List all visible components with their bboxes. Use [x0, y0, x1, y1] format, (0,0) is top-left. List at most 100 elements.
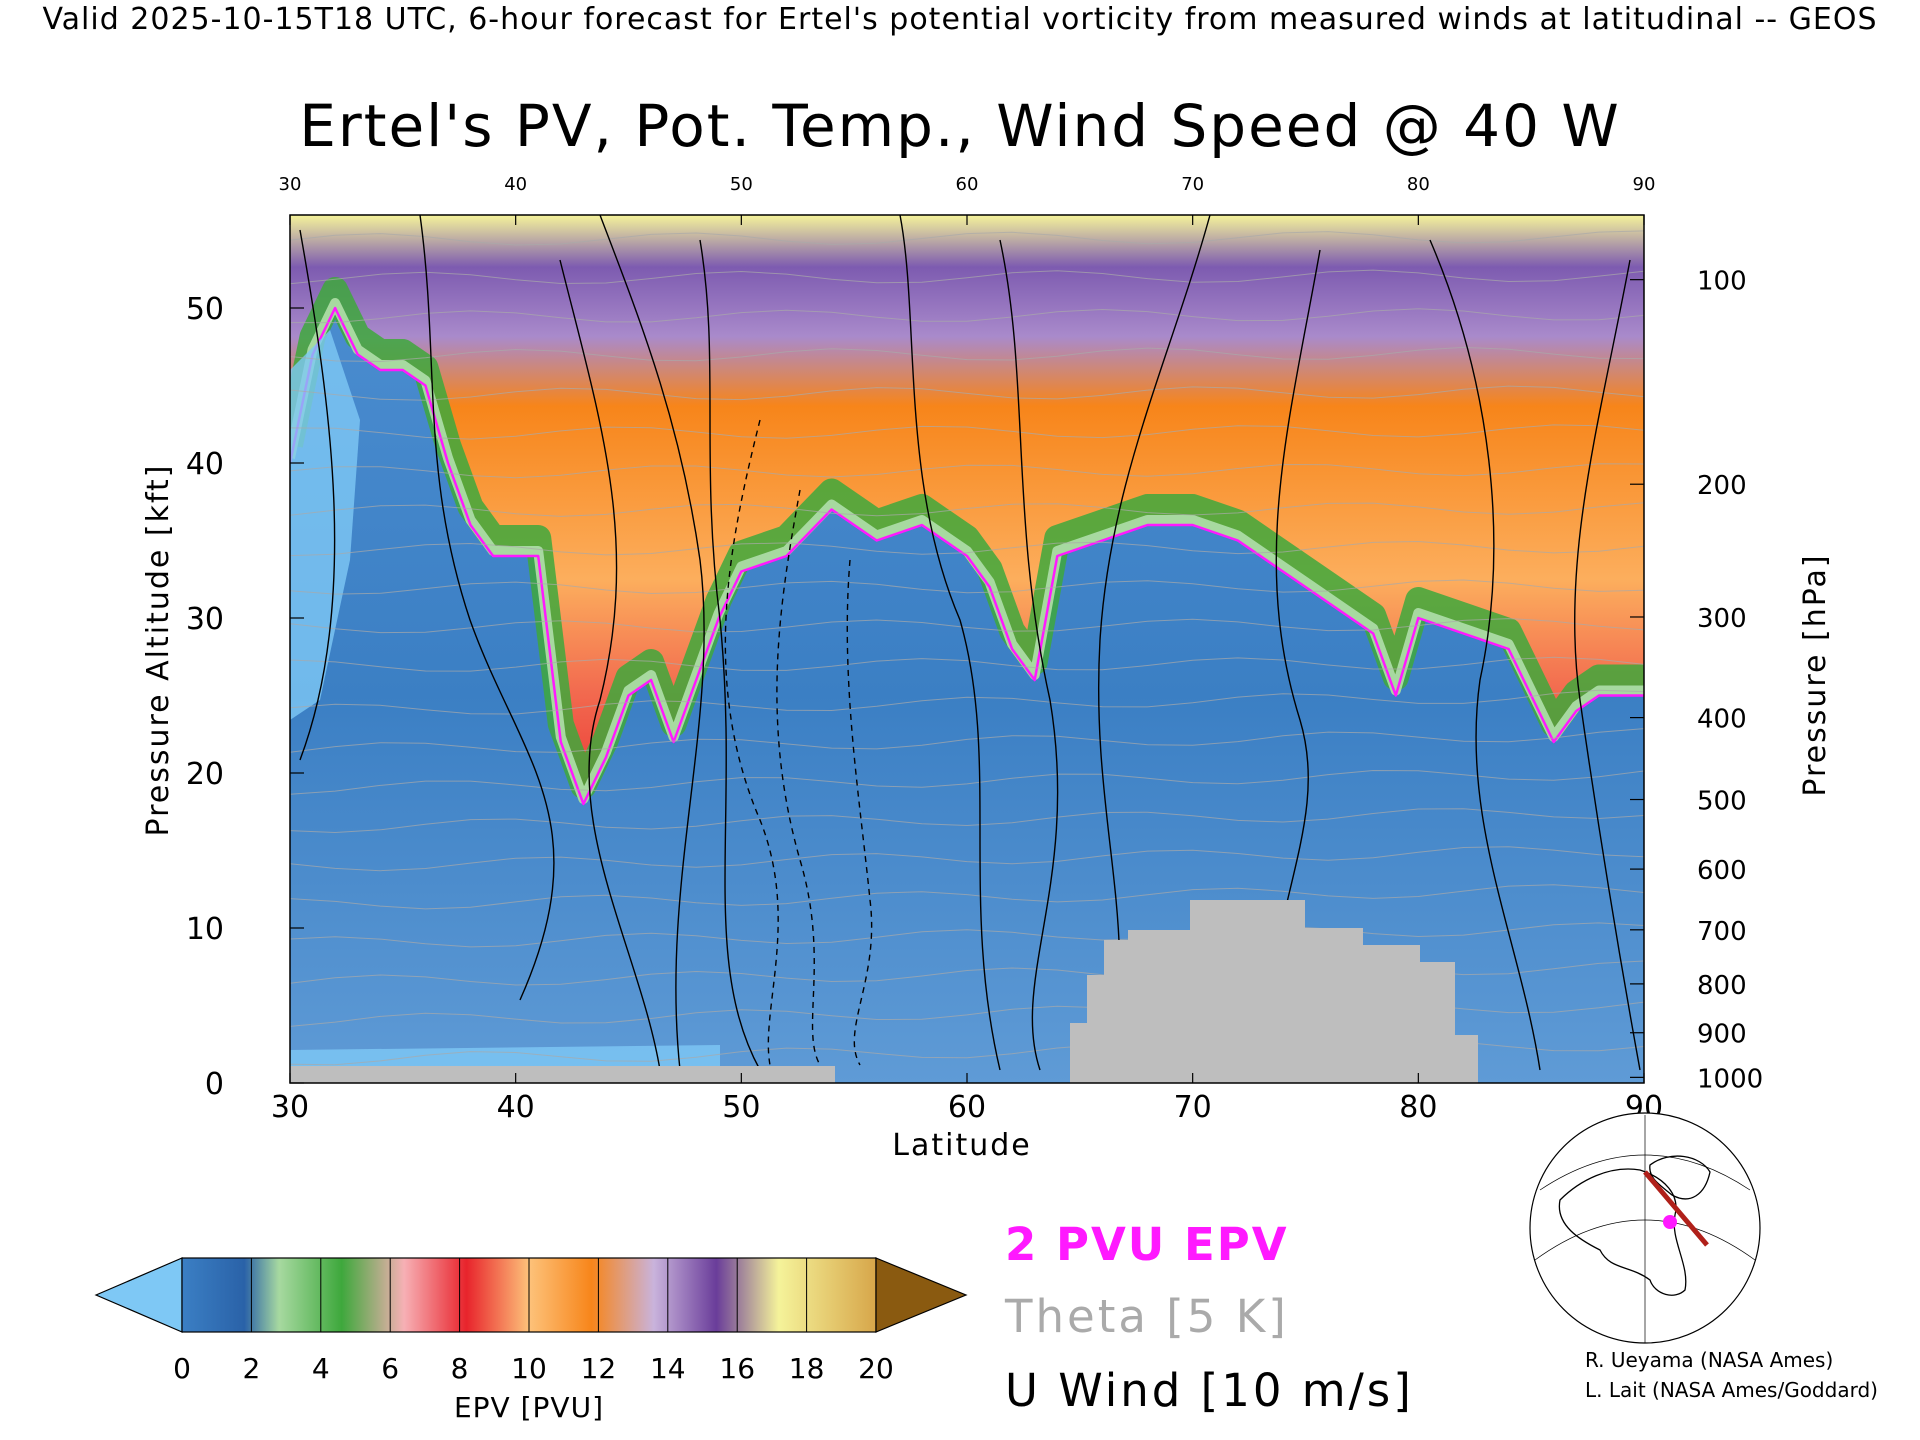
wind-contour-11	[1573, 259, 1641, 1071]
y-tick-label-right: 200	[1697, 471, 1747, 501]
colorbar-tick-label: 18	[789, 1352, 825, 1385]
colorbar-tick-label: 6	[381, 1352, 399, 1385]
wind-contour-1	[299, 229, 336, 761]
x-tick-label-bottom: 80	[1399, 1090, 1437, 1125]
x-tick-label-bottom: 60	[948, 1090, 986, 1125]
y-axis-right: 1000 900 800 700 600 500 400 300 200 100	[1630, 267, 1763, 1094]
y-tick-label-right: 300	[1697, 604, 1747, 634]
colorbar-under-arrow	[94, 1257, 183, 1333]
x-tick-label-top: 70	[1181, 174, 1204, 195]
colorbar-tick-label: 8	[451, 1352, 469, 1385]
pv-colorbar: 0 2 4 6 8 10 12 14 16 18 20 EPV [PVU]	[94, 1257, 968, 1424]
theta-line	[290, 846, 1644, 872]
colorbar-tick-label: 14	[650, 1352, 686, 1385]
y-tick-label-right: 500	[1697, 787, 1747, 817]
wind-contour-dashed-1	[724, 419, 779, 1066]
theta-line	[290, 230, 1644, 246]
inset-map-continent	[1558, 1168, 1687, 1296]
chart-title: Ertel's PV, Pot. Temp., Wind Speed @ 40 …	[299, 92, 1621, 160]
y-tick-label-left: 30	[186, 602, 224, 637]
pv-lightgreen-band	[290, 298, 1644, 804]
wind-contour-10	[1429, 239, 1541, 1071]
x-tick-label-top: 30	[279, 174, 302, 195]
x-tick-label-top: 60	[956, 174, 979, 195]
credit-line-1: R. Ueyama (NASA Ames)	[1585, 1348, 1834, 1372]
colorbar-tick-label: 0	[173, 1352, 191, 1385]
y-tick-label-right: 1000	[1697, 1064, 1763, 1094]
y-tick-label-right: 600	[1697, 856, 1747, 886]
x-tick-label-bottom: 50	[722, 1090, 760, 1125]
x-axis-top: 30 40 50 60 70 80 90	[279, 174, 1656, 225]
colorbar-label: EPV [PVU]	[454, 1391, 604, 1424]
y-tick-label-right: 900	[1697, 1020, 1747, 1050]
x-tick-label-top: 40	[504, 174, 527, 195]
y-tick-label-right: 100	[1697, 267, 1747, 297]
forecast-header: Valid 2025-10-15T18 UTC, 6-hour forecast…	[42, 2, 1878, 37]
x-tick-label-top: 90	[1633, 174, 1656, 195]
wind-contour-dashed-2	[776, 489, 821, 1066]
low-pv-patch-west	[290, 330, 360, 720]
y-axis-label-right: Pressure [hPa]	[1798, 553, 1833, 796]
theta-line	[290, 884, 1644, 910]
wind-contour-5	[699, 239, 761, 1071]
theta-line	[290, 769, 1644, 795]
x-tick-label-top: 80	[1407, 174, 1430, 195]
theta-line	[290, 656, 1644, 672]
y-tick-label-left: 0	[205, 1067, 224, 1102]
theta-line	[290, 728, 1644, 753]
theta-line	[290, 618, 1644, 634]
x-axis-label: Latitude	[892, 1128, 1031, 1163]
theta-contours	[290, 230, 1644, 1066]
wind-contour-6	[899, 215, 1001, 1071]
y-tick-label-right: 400	[1697, 705, 1747, 735]
wind-contour-7	[999, 239, 1059, 1071]
theta-line	[290, 346, 1644, 363]
colorbar-tick-label: 16	[719, 1352, 755, 1385]
x-tick-label-top: 50	[730, 174, 753, 195]
x-tick-label-bottom: 40	[497, 1090, 535, 1125]
x-tick-label-bottom: 70	[1174, 1090, 1212, 1125]
theta-line	[290, 808, 1644, 834]
wind-contour-8	[1097, 215, 1211, 1071]
wind-contour-4	[599, 215, 705, 1071]
y-tick-label-left: 50	[186, 292, 224, 327]
y-tick-label-left: 10	[186, 912, 224, 947]
pv-field	[290, 215, 1644, 1083]
theta-line	[290, 269, 1644, 285]
colorbar-tick-label: 20	[858, 1352, 894, 1385]
legend-wind: U Wind [10 m/s]	[1005, 1364, 1414, 1417]
colorbar-tick-label: 10	[511, 1352, 547, 1385]
y-tick-label-left: 20	[186, 757, 224, 792]
inset-map-transect	[1643, 1170, 1709, 1247]
y-axis-label-left: Pressure Altitude [kft]	[141, 464, 176, 837]
terrain-mask-south	[290, 1066, 835, 1083]
credits: R. Ueyama (NASA Ames) L. Lait (NASA Ames…	[1585, 1345, 1878, 1405]
inset-map	[1529, 1112, 1761, 1344]
wind-contour-2	[419, 215, 555, 1001]
x-axis-bottom: 30 40 50 60 70 80 90	[271, 1073, 1663, 1125]
credit-line-2: L. Lait (NASA Ames/Goddard)	[1585, 1378, 1878, 1402]
theta-line	[290, 424, 1644, 440]
y-tick-label-right: 800	[1697, 971, 1747, 1001]
theta-line	[290, 308, 1644, 324]
theta-line	[290, 463, 1644, 479]
pv-2pvu-contour	[290, 306, 1644, 806]
theta-line	[290, 689, 1644, 715]
terrain-mask	[1070, 900, 1478, 1083]
y-tick-label-right: 700	[1697, 917, 1747, 947]
colorbar-tick-label: 2	[242, 1352, 260, 1385]
theta-line	[290, 502, 1644, 517]
colorbar-over-arrow	[875, 1257, 968, 1333]
theta-line	[290, 579, 1644, 595]
inset-map-marker	[1663, 1215, 1677, 1229]
colorbar-tick-label: 4	[312, 1352, 330, 1385]
troposphere-fill	[290, 308, 1644, 1083]
legend-2pvu: 2 PVU EPV	[1005, 1218, 1289, 1271]
theta-line	[290, 540, 1644, 557]
wind-contour-3	[559, 259, 661, 1071]
theta-line	[290, 385, 1644, 401]
x-tick-label-bottom: 30	[271, 1090, 309, 1125]
legend-theta: Theta [5 K]	[1005, 1290, 1289, 1343]
y-tick-label-left: 40	[186, 447, 224, 482]
